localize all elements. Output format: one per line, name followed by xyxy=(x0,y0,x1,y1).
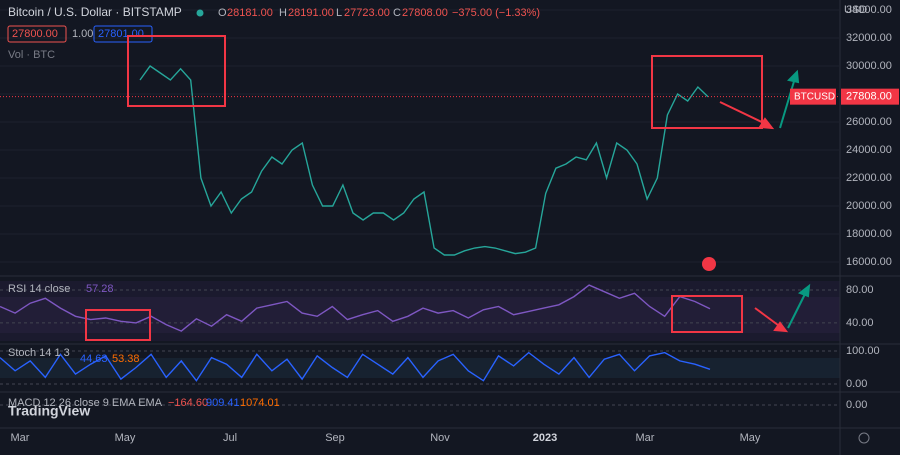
x-tick-label: Jul xyxy=(223,432,237,444)
macd-value: 909.41 xyxy=(206,397,240,409)
open-label: O xyxy=(218,7,227,19)
open: 28181.00 xyxy=(227,7,273,19)
price-badge xyxy=(841,88,899,105)
symbol: BTCUSD xyxy=(794,91,835,102)
rsi-band xyxy=(0,297,840,333)
y-tick-label: 24000.00 xyxy=(846,144,892,156)
y-tick-label: 80.00 xyxy=(846,284,874,296)
arrows xyxy=(719,69,811,333)
high-label: H xyxy=(279,7,287,19)
x-tick-label: May xyxy=(740,432,761,444)
x-tick-label: May xyxy=(115,432,136,444)
event-icon[interactable] xyxy=(702,257,716,271)
stoch-band xyxy=(0,358,840,378)
annotation-box xyxy=(671,295,743,333)
pane-label: RSI 14 close xyxy=(8,283,70,295)
y-tick-label: 32000.00 xyxy=(846,32,892,44)
stoch-k: 44.63 xyxy=(80,353,108,365)
x-tick-label: Nov xyxy=(430,432,450,444)
series-line xyxy=(0,284,711,332)
close-label: C xyxy=(393,7,401,19)
series-line xyxy=(139,65,709,256)
annotation-box xyxy=(127,35,226,107)
pane-label: Stoch 14 1 3 xyxy=(8,347,70,359)
x-tick-label: Mar xyxy=(636,432,655,444)
x-tick-label: 2023 xyxy=(533,432,557,444)
sell-box[interactable] xyxy=(7,25,67,43)
macd-hist: −164.60 xyxy=(168,397,208,409)
y-tick-label: 0.00 xyxy=(846,399,867,411)
annotation-box xyxy=(651,55,763,129)
close: 27808.00 xyxy=(402,7,448,19)
y-tick-label: 0.00 xyxy=(846,378,867,390)
currency[interactable]: USD xyxy=(844,4,867,16)
pane-label: MACD 12 26 close 9 EMA EMA xyxy=(8,397,163,409)
high: 28191.00 xyxy=(288,7,334,19)
buy-price[interactable]: 27801.00 xyxy=(98,28,144,40)
plot xyxy=(0,9,840,406)
y-tick-label: 30000.00 xyxy=(846,60,892,72)
y-tick-label: 16000.00 xyxy=(846,256,892,268)
y-tick-label: 22000.00 xyxy=(846,172,892,184)
rsi-value: 57.28 xyxy=(86,283,114,295)
volume-label: Vol · BTC xyxy=(8,49,55,61)
buy-box[interactable] xyxy=(93,25,153,43)
low-label: L xyxy=(336,7,342,19)
y-tick-label: 20000.00 xyxy=(846,200,892,212)
symbol-title: Bitcoin / U.S. Dollar · BITSTAMP xyxy=(8,5,182,19)
macd-signal: 1074.01 xyxy=(240,397,280,409)
y-tick-label: 34000.00 xyxy=(846,4,892,16)
low: 27723.00 xyxy=(344,7,390,19)
last-price-label: 27808.00 xyxy=(846,91,892,103)
series-line xyxy=(0,351,711,382)
settings-icon[interactable] xyxy=(858,432,870,444)
stoch-d: 53.38 xyxy=(112,353,140,365)
sell-price[interactable]: 27800.00 xyxy=(12,28,58,40)
x-tick-label: Sep xyxy=(325,432,345,444)
logo: TradingView xyxy=(8,403,90,419)
y-tick-label: 40.00 xyxy=(846,317,874,329)
symbol-badge xyxy=(790,88,836,105)
annotation-box xyxy=(85,309,151,341)
spread: 1.00 xyxy=(72,28,93,40)
status-dot xyxy=(196,9,204,17)
x-tick-label: Mar xyxy=(11,432,30,444)
y-tick-label: 100.00 xyxy=(846,345,880,357)
y-tick-label: 18000.00 xyxy=(846,228,892,240)
y-tick-label: 26000.00 xyxy=(846,116,892,128)
change: −375.00 (−1.33%) xyxy=(452,7,540,19)
